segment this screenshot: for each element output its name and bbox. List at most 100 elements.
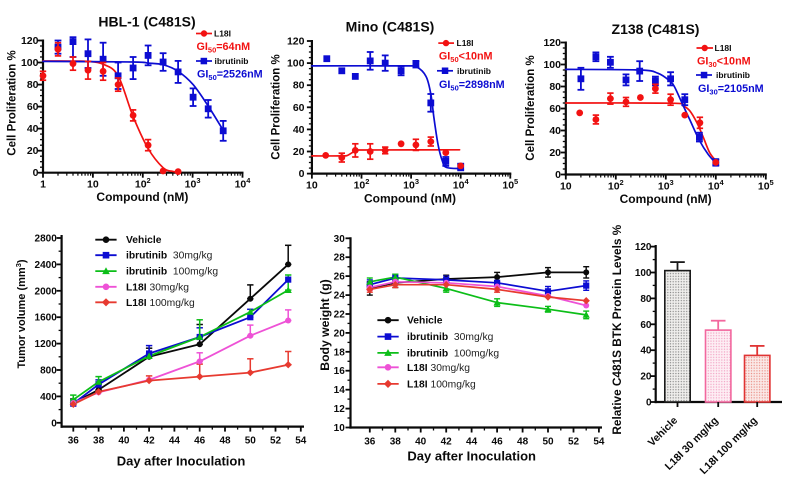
svg-text:HBL-1 (C481S): HBL-1 (C481S) — [98, 14, 195, 30]
svg-text:Day after Inoculation: Day after Inoculation — [117, 453, 246, 468]
svg-text:40: 40 — [27, 123, 39, 135]
svg-text:GI30=2105nM: GI30=2105nM — [698, 83, 764, 97]
svg-text:L18I: L18I — [457, 38, 474, 48]
svg-text:100: 100 — [635, 268, 652, 279]
svg-text:40: 40 — [640, 346, 652, 357]
svg-text:Tumor volume (mm3): Tumor volume (mm3) — [14, 259, 28, 368]
svg-text:46: 46 — [492, 437, 504, 448]
svg-text:80: 80 — [640, 294, 652, 305]
svg-text:120: 120 — [635, 242, 652, 253]
svg-text:GI50<10nM: GI50<10nM — [439, 51, 493, 65]
svg-text:24: 24 — [334, 291, 346, 302]
svg-text:Vehicle: Vehicle — [126, 235, 162, 246]
svg-text:0: 0 — [33, 167, 39, 179]
svg-text:40: 40 — [549, 125, 561, 137]
svg-text:10: 10 — [560, 181, 572, 193]
svg-text:0: 0 — [646, 398, 652, 409]
svg-text:48: 48 — [517, 437, 529, 448]
svg-text:2400: 2400 — [35, 260, 58, 271]
svg-text:60: 60 — [640, 320, 652, 331]
svg-text:L18I 100mg/kg: L18I 100mg/kg — [407, 379, 476, 390]
svg-text:42: 42 — [144, 436, 156, 447]
svg-text:0: 0 — [51, 418, 57, 429]
svg-text:GI50=2898nM: GI50=2898nM — [439, 79, 505, 93]
svg-text:Body weight (g): Body weight (g) — [318, 279, 332, 370]
svg-text:ibrutinib: ibrutinib — [215, 56, 249, 66]
svg-text:18: 18 — [334, 347, 346, 358]
svg-text:50: 50 — [245, 436, 257, 447]
svg-text:16: 16 — [334, 366, 346, 377]
svg-text:10: 10 — [87, 179, 99, 191]
svg-text:20: 20 — [549, 147, 561, 159]
svg-text:20: 20 — [293, 146, 305, 158]
svg-text:14: 14 — [334, 385, 346, 396]
svg-text:52: 52 — [568, 437, 580, 448]
svg-text:Cell Proliferation %: Cell Proliferation % — [270, 54, 282, 159]
svg-text:120: 120 — [287, 36, 305, 48]
svg-text:0: 0 — [299, 168, 305, 180]
svg-text:20: 20 — [27, 145, 39, 157]
svg-text:L18I: L18I — [214, 29, 231, 39]
svg-text:Mino (C481S): Mino (C481S) — [346, 19, 435, 35]
svg-text:800: 800 — [40, 366, 57, 377]
svg-text:80: 80 — [27, 79, 39, 91]
svg-text:38: 38 — [390, 437, 402, 448]
svg-text:Z138 (C481S): Z138 (C481S) — [612, 21, 700, 37]
svg-text:40: 40 — [293, 124, 305, 136]
svg-text:120: 120 — [21, 35, 39, 47]
svg-text:L18I 30mg/kg: L18I 30mg/kg — [407, 363, 470, 374]
svg-text:2800: 2800 — [35, 234, 58, 245]
svg-text:100: 100 — [21, 57, 39, 69]
svg-text:ibrutinib: ibrutinib — [716, 70, 750, 80]
svg-text:Relative C481S BTK Protein Lev: Relative C481S BTK Protein Levels % — [610, 224, 624, 434]
svg-text:10: 10 — [306, 180, 318, 192]
svg-text:Cell Proliferation %: Cell Proliferation % — [525, 55, 537, 160]
svg-text:100: 100 — [287, 58, 305, 70]
svg-text:12: 12 — [334, 404, 346, 415]
svg-text:Cell Proliferation %: Cell Proliferation % — [7, 50, 19, 155]
svg-text:36: 36 — [68, 436, 80, 447]
svg-text:20: 20 — [334, 328, 346, 339]
svg-text:400: 400 — [40, 392, 57, 403]
svg-text:38: 38 — [93, 436, 105, 447]
svg-text:L18I: L18I — [715, 43, 732, 53]
svg-text:L18I 30mg/kg: L18I 30mg/kg — [126, 282, 189, 293]
svg-text:20: 20 — [640, 372, 652, 383]
svg-text:36: 36 — [364, 437, 376, 448]
svg-text:100: 100 — [543, 59, 561, 71]
svg-text:30: 30 — [334, 234, 346, 245]
svg-text:50: 50 — [542, 437, 554, 448]
svg-text:1600: 1600 — [35, 313, 58, 324]
svg-text:52: 52 — [270, 436, 282, 447]
svg-text:ibrutinib: ibrutinib — [457, 66, 491, 76]
svg-text:GI50=64nM: GI50=64nM — [197, 41, 251, 55]
svg-text:22: 22 — [334, 310, 346, 321]
svg-text:54: 54 — [593, 437, 605, 448]
svg-text:ibrutinib 100mg/kg: ibrutinib 100mg/kg — [407, 348, 499, 359]
svg-text:Compound (nM): Compound (nM) — [364, 192, 456, 206]
svg-text:10: 10 — [334, 423, 346, 434]
svg-text:Day after Inoculation: Day after Inoculation — [407, 449, 536, 464]
svg-text:1: 1 — [40, 179, 46, 191]
svg-text:ibrutinib 100mg/kg: ibrutinib 100mg/kg — [126, 267, 218, 278]
svg-text:80: 80 — [293, 80, 305, 92]
svg-text:80: 80 — [549, 81, 561, 93]
svg-text:60: 60 — [293, 102, 305, 114]
svg-text:GI50=2526nM: GI50=2526nM — [197, 69, 263, 83]
svg-text:40: 40 — [415, 437, 427, 448]
svg-text:Compound (nM): Compound (nM) — [620, 192, 712, 206]
svg-text:46: 46 — [194, 436, 206, 447]
svg-text:48: 48 — [219, 436, 231, 447]
svg-text:1200: 1200 — [35, 339, 58, 350]
svg-text:120: 120 — [543, 37, 561, 49]
svg-text:60: 60 — [27, 101, 39, 113]
svg-text:40: 40 — [118, 436, 130, 447]
svg-text:ibrutinib 30mg/kg: ibrutinib 30mg/kg — [407, 332, 494, 343]
svg-text:60: 60 — [549, 103, 561, 115]
svg-text:Vehicle: Vehicle — [407, 316, 443, 327]
svg-text:L18I 100mg/kg: L18I 100mg/kg — [126, 298, 195, 309]
svg-text:2000: 2000 — [35, 286, 58, 297]
svg-text:54: 54 — [295, 436, 307, 447]
svg-text:Compound (nM): Compound (nM) — [96, 190, 188, 204]
svg-text:42: 42 — [441, 437, 453, 448]
